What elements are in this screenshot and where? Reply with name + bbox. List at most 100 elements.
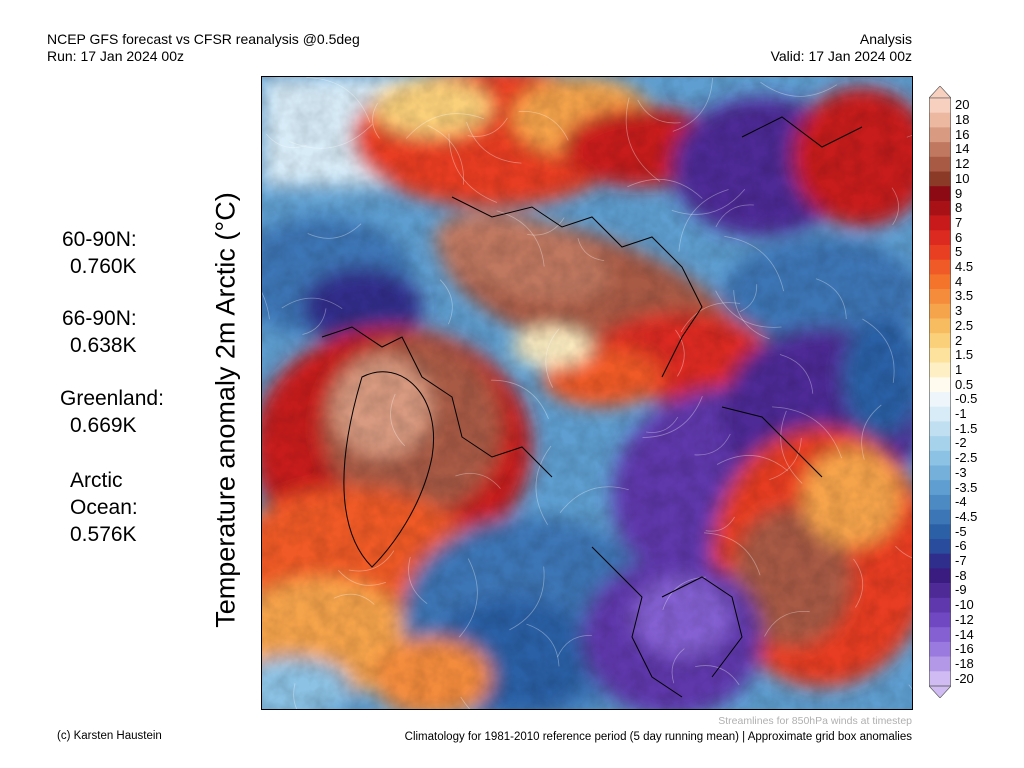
colorbar-swatch (929, 347, 951, 363)
streamline (769, 437, 802, 480)
colorbar-tick-label: -12 (955, 611, 974, 627)
streamline (642, 396, 703, 438)
colorbar-tick-label: -6 (955, 538, 967, 554)
colorbar-swatch (929, 494, 951, 510)
colorbar-tick-label: 5 (955, 244, 963, 260)
stat-60-90n: 60-90N: 0.760K (62, 226, 137, 280)
streamline (704, 532, 761, 576)
colorbar-swatch (929, 259, 951, 275)
streamline (764, 611, 810, 637)
colorbar-tick-label: 8 (955, 200, 963, 216)
streamline (306, 77, 371, 123)
credit: (c) Karsten Haustein (57, 730, 162, 742)
colorbar-swatch (929, 524, 951, 540)
texture-overlay (262, 77, 912, 709)
colorbar-tick-label: -8 (955, 567, 967, 583)
colorbar-swatch (929, 436, 951, 452)
stat-value: 0.576K (70, 523, 137, 546)
map-canvas (262, 77, 912, 709)
colorbar-swatch (929, 656, 951, 672)
streamline (694, 433, 731, 456)
colorbar-arrow-min (929, 685, 951, 698)
colorbar-tick-label: 1.5 (955, 347, 974, 363)
stat-label-2: Ocean: (70, 496, 138, 519)
colorbar-tick-label: 3.5 (955, 288, 974, 304)
colorbar-swatch (929, 156, 951, 172)
colorbar-tick-label: 10 (955, 170, 970, 186)
colorbar-tick-label: 16 (955, 126, 970, 142)
streamline (348, 550, 395, 572)
streamline (262, 291, 270, 320)
map-axis-label: Temperature anomaly 2m Arctic (°C) (210, 192, 241, 628)
colorbar-frame (929, 97, 951, 687)
streamline (678, 189, 729, 252)
streamline (535, 445, 552, 525)
colorbar-swatch (929, 392, 951, 407)
colorbar-tick-label: 2 (955, 332, 963, 348)
anomaly-map (261, 76, 913, 710)
streamline (671, 648, 685, 684)
colorbar-tick-label: 0.5 (955, 376, 974, 392)
stat-value: 0.638K (70, 334, 137, 357)
colorbar-tick-label: -16 (955, 641, 974, 657)
streamline (372, 102, 380, 139)
colorbar-swatch (929, 112, 951, 128)
streamline (716, 455, 789, 472)
colorbar-tick-label: 18 (955, 112, 970, 128)
colorbar-swatch (929, 465, 951, 481)
colorbar-swatch (929, 377, 951, 393)
streamline (390, 393, 406, 447)
colorbar-tick-label: 4 (955, 273, 963, 289)
colorbar-tick-label: 4.5 (955, 259, 974, 275)
colorbar-swatch (929, 421, 951, 437)
colorbar-swatch (929, 171, 951, 187)
chart-title: NCEP GFS forecast vs CFSR reanalysis @0.… (47, 31, 360, 47)
stat-value: 0.760K (70, 255, 137, 278)
colorbar (929, 86, 951, 698)
colorbar-swatch (929, 583, 951, 599)
colorbar-tick-label: -3 (955, 464, 967, 480)
streamline (545, 328, 560, 388)
streamline (460, 696, 471, 709)
colorbar-swatch (929, 362, 951, 378)
streamline (733, 290, 770, 340)
colorbar-tick-label: -2.5 (955, 450, 978, 466)
colorbar-swatch (929, 597, 951, 613)
streamline (307, 223, 362, 239)
streamline (559, 486, 629, 514)
colorbar-tick-label: -4 (955, 494, 967, 510)
streamline (491, 379, 549, 420)
streamline (405, 113, 484, 139)
streamline (466, 121, 522, 164)
stat-arctic-ocean: Arctic Ocean: 0.576K (70, 467, 138, 548)
colorbar-swatch (929, 274, 951, 290)
colorbar-swatch (929, 127, 951, 143)
colorbar-swatch (929, 539, 951, 554)
streamline (333, 593, 375, 605)
colorbar-tick-label: -7 (955, 553, 967, 569)
streamline (853, 558, 864, 608)
streamline (724, 236, 784, 292)
streamline (518, 111, 569, 141)
streamline (448, 133, 498, 203)
stat-label: Arctic (70, 469, 123, 492)
colorbar-swatch (929, 98, 951, 113)
colorbar-swatch (929, 627, 951, 643)
valid-time: Valid: 17 Jan 2024 00z (770, 48, 912, 64)
stat-greenland: Greenland: 0.669K (60, 385, 164, 439)
colorbar-swatch (929, 568, 951, 584)
streamline (646, 416, 679, 433)
colorbar-tick-label: -20 (955, 670, 974, 686)
streamline (455, 473, 501, 489)
colorbar-tick-label: 20 (955, 97, 970, 113)
colorbar-tick-label: 14 (955, 141, 970, 157)
colorbar-arrow-max (929, 86, 951, 99)
colorbar-swatch (929, 245, 951, 260)
streamline (458, 558, 478, 638)
run-time: Run: 17 Jan 2024 00z (47, 48, 184, 64)
colorbar-tick-label: -10 (955, 597, 974, 613)
streamline (439, 279, 453, 325)
colorbar-swatch (929, 450, 951, 466)
colorbar-swatch (929, 289, 951, 305)
streamline (672, 77, 713, 132)
